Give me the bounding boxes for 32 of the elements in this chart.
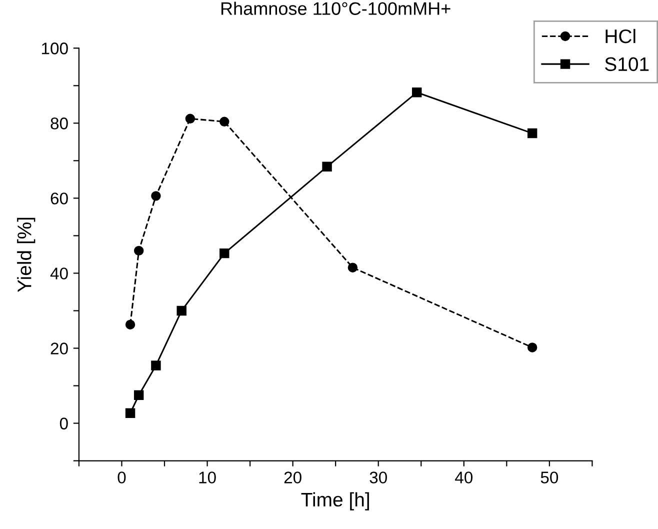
point [527, 342, 538, 352]
point [220, 116, 230, 127]
point [348, 262, 358, 272]
chart-title: Rhamnose 110°C-100mMH+ [221, 2, 450, 15]
x-axis-title: Time [h] [301, 492, 369, 510]
legend-label: HCl [606, 28, 636, 44]
point [322, 162, 332, 172]
y-tick-label: 60 [50, 192, 68, 204]
point [412, 88, 422, 98]
point [151, 360, 161, 370]
point [220, 248, 230, 258]
point [176, 306, 186, 316]
y-tick-label: 20 [50, 342, 68, 354]
x-tick-label: 10 [199, 472, 216, 484]
x-tick-label: 20 [284, 472, 302, 484]
point [134, 246, 144, 256]
point [125, 320, 136, 330]
legend-label: S101 [605, 57, 649, 72]
y-tick-label: 0 [60, 418, 68, 430]
x-tick-label: 0 [118, 472, 126, 484]
point [151, 191, 161, 201]
x-tick-label: 30 [370, 472, 387, 484]
point [527, 128, 538, 138]
y-tick-label: 40 [50, 268, 68, 280]
point [134, 390, 144, 400]
point [125, 408, 136, 418]
y-tick-label: 80 [50, 118, 68, 130]
y-tick-label: 100 [42, 42, 68, 54]
x-tick-label: 50 [540, 472, 558, 484]
point [185, 114, 196, 124]
y-axis-title: Yield [%] [17, 218, 36, 292]
x-tick-label: 40 [455, 472, 473, 484]
